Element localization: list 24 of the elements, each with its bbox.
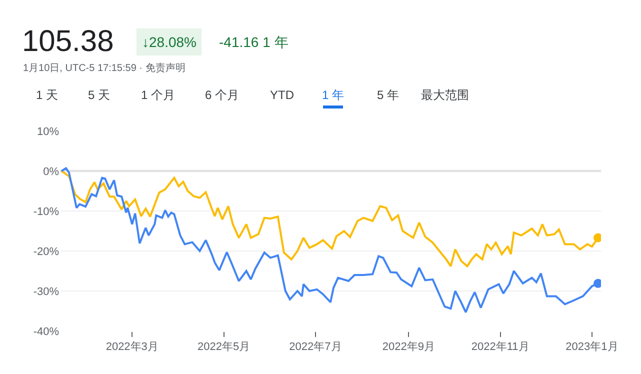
x-tick-label: 2023年1月 [566, 341, 618, 354]
chart-title: 105.38 [22, 25, 114, 58]
text: -41.16 1 年 [219, 34, 288, 50]
text: ↓28.08% [142, 34, 196, 50]
text: 1 年 [322, 88, 344, 102]
text: 6 个月 [205, 88, 240, 102]
text: 最大范围 [421, 88, 469, 102]
y-tick-label: -10% [33, 206, 60, 218]
y-tick-label: 0% [43, 166, 60, 178]
chart-subtitle: 1月10日, UTC-5 17:15:59 · 免责声明 [23, 62, 186, 74]
x-tick-label: 2022年3月 [106, 341, 158, 354]
y-tick-label: -20% [33, 246, 60, 258]
y-tick-label: 10% [36, 126, 60, 138]
text: 1 个月 [141, 88, 176, 102]
x-tick-label: 2022年9月 [382, 341, 435, 354]
text: 5 年 [377, 88, 400, 102]
y-tick-label: -40% [33, 326, 60, 338]
x-tick-label: 2022年7月 [289, 341, 342, 354]
x-tick-label: 2022年11月 [471, 341, 530, 354]
text: 1 天 [36, 88, 58, 102]
y-tick-label: -30% [33, 286, 60, 298]
x-tick-label: 2022年5月 [198, 341, 250, 354]
text: YTD [270, 88, 294, 102]
text: 5 天 [88, 88, 110, 102]
